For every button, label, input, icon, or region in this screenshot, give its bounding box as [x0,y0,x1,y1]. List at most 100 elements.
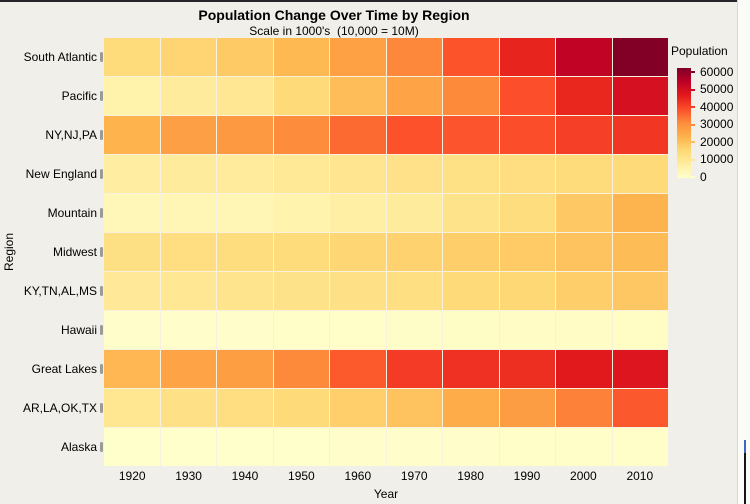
heatmap-cell[interactable] [612,272,668,310]
heatmap-cell[interactable] [556,155,612,193]
heatmap-cell[interactable] [160,194,216,232]
heatmap-cell[interactable] [612,194,668,232]
heatmap-cell[interactable] [330,77,386,115]
heatmap-cell[interactable] [104,233,160,271]
heatmap-cell[interactable] [273,272,329,310]
heatmap-cell[interactable] [104,389,160,427]
heatmap-cell[interactable] [273,155,329,193]
heatmap-cell[interactable] [160,155,216,193]
heatmap-cell[interactable] [612,155,668,193]
heatmap-cell[interactable] [160,77,216,115]
heatmap-cell[interactable] [217,272,273,310]
heatmap-cell[interactable] [499,38,555,76]
heatmap-cell[interactable] [160,116,216,154]
heatmap-cell[interactable] [556,116,612,154]
heatmap-cell[interactable] [330,194,386,232]
heatmap-cell[interactable] [104,155,160,193]
heatmap-cell[interactable] [612,38,668,76]
heatmap-cell[interactable] [104,428,160,466]
heatmap-cell[interactable] [104,350,160,388]
heatmap-cell[interactable] [443,311,499,349]
heatmap-cell[interactable] [217,311,273,349]
heatmap-cell[interactable] [556,194,612,232]
heatmap-cell[interactable] [160,272,216,310]
heatmap-cell[interactable] [160,389,216,427]
heatmap-cell[interactable] [160,233,216,271]
heatmap-cell[interactable] [499,155,555,193]
heatmap-cell[interactable] [330,38,386,76]
heatmap-cell[interactable] [217,38,273,76]
heatmap-cell[interactable] [273,428,329,466]
heatmap-cell[interactable] [612,350,668,388]
heatmap-cell[interactable] [273,389,329,427]
heatmap-cell[interactable] [160,311,216,349]
heatmap-cell[interactable] [217,350,273,388]
heatmap-cell[interactable] [160,38,216,76]
heatmap-cell[interactable] [330,233,386,271]
heatmap-cell[interactable] [556,233,612,271]
heatmap-cell[interactable] [443,194,499,232]
heatmap-cell[interactable] [330,155,386,193]
heatmap-cell[interactable] [499,77,555,115]
heatmap-cell[interactable] [499,116,555,154]
heatmap-cell[interactable] [443,350,499,388]
heatmap-cell[interactable] [612,77,668,115]
heatmap-cell[interactable] [273,311,329,349]
scrollbar-track[interactable] [737,0,750,504]
heatmap-cell[interactable] [386,38,442,76]
heatmap-cell[interactable] [386,428,442,466]
heatmap-cell[interactable] [217,77,273,115]
heatmap-cell[interactable] [443,155,499,193]
heatmap-cell[interactable] [443,233,499,271]
heatmap-cell[interactable] [104,311,160,349]
heatmap-cell[interactable] [499,311,555,349]
heatmap-cell[interactable] [217,428,273,466]
heatmap-cell[interactable] [386,155,442,193]
heatmap-cell[interactable] [612,389,668,427]
heatmap-cell[interactable] [386,194,442,232]
heatmap-cell[interactable] [104,194,160,232]
heatmap-cell[interactable] [273,116,329,154]
heatmap-cell[interactable] [330,311,386,349]
heatmap-cell[interactable] [330,389,386,427]
heatmap-cell[interactable] [330,428,386,466]
heatmap-cell[interactable] [612,233,668,271]
heatmap-cell[interactable] [386,116,442,154]
heatmap-cell[interactable] [104,116,160,154]
heatmap-cell[interactable] [273,194,329,232]
heatmap-cell[interactable] [499,350,555,388]
heatmap-cell[interactable] [386,389,442,427]
heatmap-cell[interactable] [386,272,442,310]
heatmap-cell[interactable] [556,350,612,388]
heatmap-cell[interactable] [499,389,555,427]
heatmap-cell[interactable] [160,428,216,466]
heatmap-cell[interactable] [499,428,555,466]
heatmap-cell[interactable] [273,77,329,115]
heatmap-cell[interactable] [386,311,442,349]
heatmap-cell[interactable] [273,350,329,388]
heatmap-cell[interactable] [386,350,442,388]
heatmap-cell[interactable] [386,233,442,271]
heatmap-cell[interactable] [612,428,668,466]
heatmap-cell[interactable] [443,272,499,310]
heatmap-cell[interactable] [273,38,329,76]
heatmap-cell[interactable] [556,311,612,349]
heatmap-cell[interactable] [443,428,499,466]
heatmap-cell[interactable] [386,77,442,115]
heatmap-cell[interactable] [556,38,612,76]
heatmap-cell[interactable] [499,233,555,271]
heatmap-cell[interactable] [443,116,499,154]
scrollbar-thumb[interactable] [744,453,746,504]
heatmap-cell[interactable] [217,233,273,271]
heatmap-cell[interactable] [612,116,668,154]
heatmap-cell[interactable] [499,194,555,232]
heatmap-cell[interactable] [104,38,160,76]
heatmap-cell[interactable] [443,77,499,115]
heatmap-cell[interactable] [330,116,386,154]
heatmap-cell[interactable] [217,155,273,193]
heatmap-cell[interactable] [556,428,612,466]
heatmap-cell[interactable] [330,350,386,388]
heatmap-cell[interactable] [217,389,273,427]
heatmap-cell[interactable] [273,233,329,271]
heatmap-cell[interactable] [160,350,216,388]
